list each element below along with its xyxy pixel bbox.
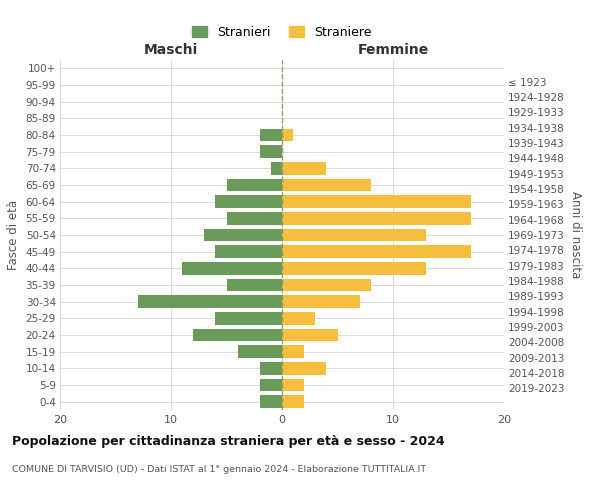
Bar bbox=[227, 212, 282, 224]
Y-axis label: Fasce di età: Fasce di età bbox=[7, 200, 20, 270]
Text: Maschi: Maschi bbox=[144, 42, 198, 56]
Bar bbox=[282, 362, 326, 374]
Legend: Stranieri, Straniere: Stranieri, Straniere bbox=[187, 21, 377, 44]
Bar bbox=[282, 329, 337, 341]
Bar bbox=[282, 379, 304, 391]
Bar bbox=[282, 179, 371, 192]
Bar bbox=[282, 246, 471, 258]
Bar bbox=[215, 312, 282, 324]
Bar bbox=[215, 246, 282, 258]
Bar bbox=[282, 162, 326, 174]
Bar bbox=[282, 396, 304, 408]
Bar bbox=[182, 262, 282, 274]
Bar bbox=[260, 129, 282, 141]
Bar bbox=[227, 179, 282, 192]
Bar bbox=[260, 396, 282, 408]
Bar bbox=[215, 196, 282, 208]
Bar bbox=[193, 329, 282, 341]
Text: Femmine: Femmine bbox=[358, 42, 428, 56]
Bar bbox=[260, 379, 282, 391]
Bar bbox=[282, 296, 360, 308]
Bar bbox=[282, 196, 471, 208]
Bar bbox=[282, 312, 316, 324]
Bar bbox=[204, 229, 282, 241]
Text: Popolazione per cittadinanza straniera per età e sesso - 2024: Popolazione per cittadinanza straniera p… bbox=[12, 435, 445, 448]
Bar bbox=[282, 346, 304, 358]
Bar bbox=[282, 279, 371, 291]
Text: COMUNE DI TARVISIO (UD) - Dati ISTAT al 1° gennaio 2024 - Elaborazione TUTTITALI: COMUNE DI TARVISIO (UD) - Dati ISTAT al … bbox=[12, 465, 426, 474]
Bar bbox=[282, 229, 426, 241]
Bar bbox=[227, 279, 282, 291]
Bar bbox=[282, 212, 471, 224]
Bar bbox=[282, 262, 426, 274]
Bar bbox=[271, 162, 282, 174]
Bar bbox=[138, 296, 282, 308]
Bar bbox=[260, 146, 282, 158]
Y-axis label: Anni di nascita: Anni di nascita bbox=[569, 192, 581, 278]
Bar bbox=[238, 346, 282, 358]
Bar bbox=[282, 129, 293, 141]
Bar bbox=[260, 362, 282, 374]
